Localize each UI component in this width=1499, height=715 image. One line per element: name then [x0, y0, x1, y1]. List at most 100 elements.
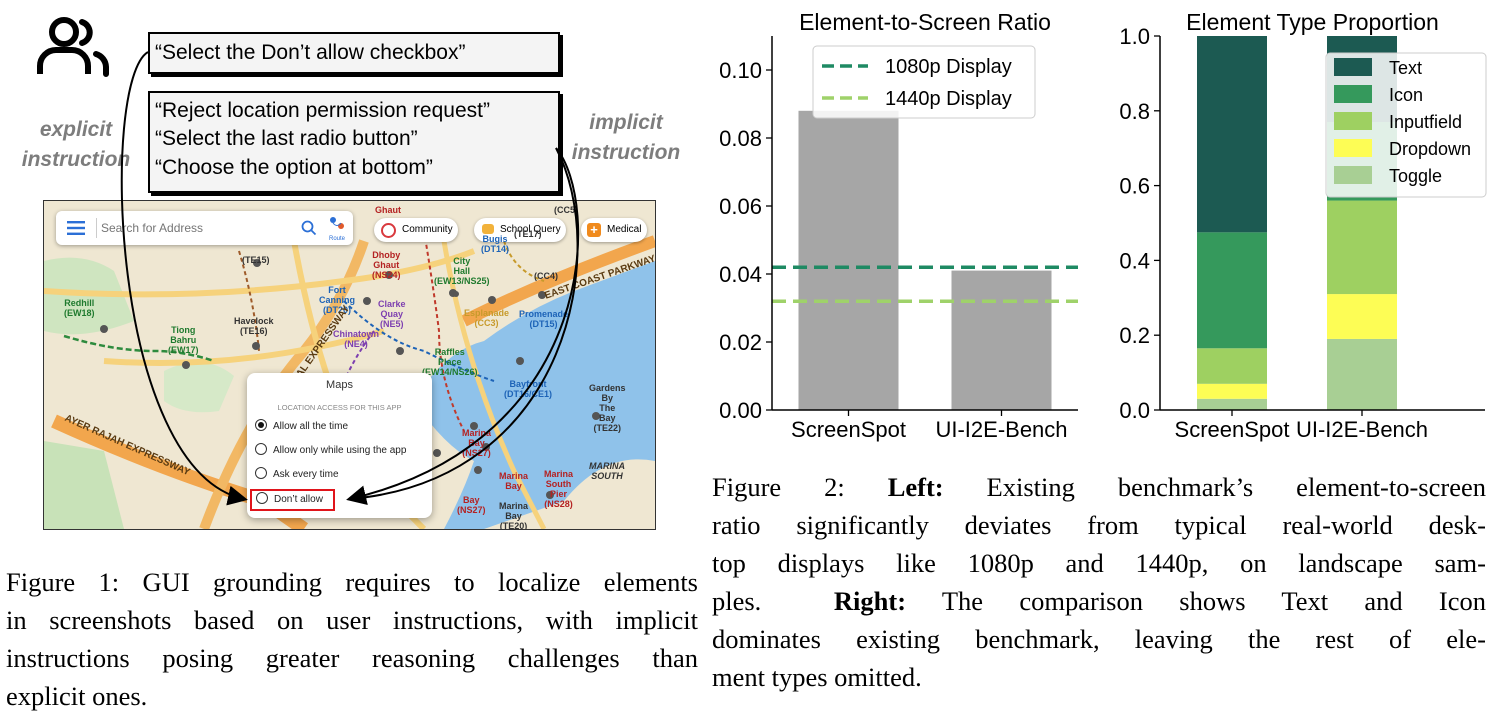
chart-title: Element-to-Screen Ratio: [799, 9, 1051, 35]
community-button[interactable]: Community: [374, 218, 458, 242]
radio-ask-every-time[interactable]: Ask every time: [255, 466, 339, 484]
explicit-label: explicit instruction: [6, 115, 146, 175]
medical-icon: +: [587, 223, 601, 237]
map-place: MARINA SOUTH: [589, 461, 625, 481]
map-place: Bugis (DT14): [481, 234, 510, 254]
route-button[interactable]: Route: [328, 216, 346, 242]
medical-button[interactable]: + Medical: [581, 218, 647, 242]
map-place: Ghaut: [375, 205, 401, 215]
radio-allow-while-using[interactable]: Allow only while using the app: [255, 442, 406, 460]
caption-text: Existing benchmark’s element-to-screen: [943, 472, 1486, 502]
map-place: Esplanade (CC3): [464, 308, 510, 328]
caption-bold: Right:: [833, 586, 907, 616]
map-place: Marina Bay (NS27): [462, 428, 492, 458]
figure-1-caption: Figure 1: GUI grounding requires to loca…: [6, 563, 698, 715]
community-label: Community: [402, 224, 453, 235]
y-tick-label: 0.8: [1119, 99, 1150, 124]
community-icon: [381, 223, 396, 238]
stacked-bar-segment: [1197, 232, 1267, 349]
map-place: Marina Bay (TE20): [499, 501, 529, 530]
caption-line: ratio significantly deviates from typica…: [712, 510, 1486, 540]
radio-button[interactable]: [255, 467, 267, 479]
school-icon: [482, 224, 494, 234]
element-type-proportion-chart: Element Type Proportion ScreenSpot UI-I2E-…: [1119, 9, 1487, 442]
radio-label: Don’t allow: [274, 494, 323, 505]
x-tick-label: UI-I2E-Bench: [1296, 417, 1428, 442]
legend: 1080p Display 1440p Display: [812, 45, 1036, 119]
legend-label: 1080p Display: [885, 56, 1012, 78]
map-place: (TE15): [242, 255, 270, 265]
dialog-subtitle: LOCATION ACCESS FOR THIS APP: [277, 403, 402, 412]
address-search-input[interactable]: [96, 218, 303, 238]
explicit-instruction-text: “Select the Don’t allow checkbox”: [155, 41, 466, 64]
x-tick-label: ScreenSpot: [1175, 417, 1290, 442]
caption-line: Figure 2: Left: Existing benchmark’s ele…: [712, 468, 1486, 506]
map-place: Promenade (DT15): [519, 309, 569, 329]
instruction-arrows: [120, 51, 580, 506]
stacked-bar-segment: [1197, 383, 1267, 399]
route-icon: [330, 217, 344, 229]
y-tick-label: 0.6: [1119, 174, 1150, 199]
legend-swatch: [1334, 139, 1372, 157]
y-tick-label: 0.0: [1119, 398, 1150, 423]
caption-bold: Left:: [887, 472, 944, 502]
stacked-bar-segment: [1197, 348, 1267, 384]
caption-line: dominates existing benchmark, leaving th…: [712, 624, 1486, 654]
route-label: Route: [328, 236, 345, 242]
radio-dont-allow[interactable]: Don’t allow: [250, 489, 335, 511]
caption-line: Figure 1: GUI grounding requires to loca…: [6, 567, 698, 597]
element-to-screen-ratio-chart: Element-to-Screen Ratio ScreenSpot UI-I2E-…: [719, 9, 1078, 442]
radio-allow-all-time[interactable]: Allow all the time: [255, 418, 348, 436]
radio-button-selected[interactable]: [255, 419, 267, 431]
radio-label: Allow only while using the app: [273, 445, 407, 456]
map-place: Fort Canning (DT20): [319, 285, 355, 315]
menu-icon[interactable]: [67, 221, 85, 235]
stacked-bar-segment: [1327, 294, 1397, 339]
map-place: Havelock (TE16): [234, 316, 274, 336]
y-tick-label: 0.08: [719, 126, 762, 151]
chart-title: Element Type Proportion: [1186, 9, 1439, 35]
legend: Text Icon Inputfield Dropdown Toggle: [1325, 52, 1487, 198]
map-search-bar: Route: [56, 211, 353, 245]
map-place: Gardens By The Bay (TE22): [589, 383, 626, 433]
stacked-bar-segment: [1327, 200, 1397, 295]
map-place: Clarke Quay (NE5): [378, 299, 406, 329]
implicit-label-line1: implicit: [589, 111, 663, 134]
map-place: Marina South Pier (NS28): [544, 469, 574, 509]
y-tick-label: 0.02: [719, 330, 762, 355]
user-icon: [37, 17, 109, 77]
map-place: Bayfront (DT16/CE1): [504, 379, 553, 399]
stacked-bar-segment: [1197, 36, 1267, 233]
implicit-arrow-2: [349, 147, 579, 500]
map-place: (CC5): [554, 205, 578, 215]
legend-box: [812, 45, 1036, 119]
legend-label: Text: [1389, 58, 1422, 78]
caption-line: instructions posing greater reasoning ch…: [6, 643, 698, 673]
legend-label: Icon: [1389, 85, 1423, 105]
y-tick-label: 0.10: [719, 58, 762, 83]
school-query-label: School Query: [500, 224, 561, 235]
explicit-instruction-box: “Select the Don’t allow checkbox”: [148, 32, 560, 74]
caption-line: in screenshots based on user instruction…: [6, 605, 698, 635]
implicit-label: implicit instruction: [556, 108, 696, 168]
y-tick-label: 1.0: [1119, 24, 1150, 49]
implicit-arrow-1: [346, 147, 580, 506]
school-query-button[interactable]: School Query: [474, 218, 566, 242]
dialog-title: Maps: [326, 379, 353, 391]
caption-line: top displays like 1080p and 1440p, on la…: [712, 548, 1486, 578]
map-place: City Hall (EW13/NS25): [434, 256, 490, 286]
x-tick-label: ScreenSpot: [791, 417, 906, 442]
radio-button[interactable]: [255, 443, 267, 455]
implicit-label-line2: instruction: [571, 141, 681, 164]
implicit-instruction-box: “Reject location permission request” “Se…: [148, 91, 560, 193]
legend-swatch: [1334, 85, 1372, 103]
legend-swatch: [1334, 112, 1372, 130]
radio-button[interactable]: [256, 492, 268, 504]
x-tick-label: UI-I2E-Bench: [935, 417, 1067, 442]
caption-text: Figure 2:: [712, 472, 888, 502]
search-icon[interactable]: [301, 220, 317, 236]
caption-line: ples. Right: The comparison shows Text a…: [712, 582, 1486, 620]
explicit-label-line2: instruction: [21, 148, 131, 171]
y-tick-label: 0.2: [1119, 323, 1150, 348]
map-place: Tiong Bahru (EW17): [168, 325, 199, 355]
